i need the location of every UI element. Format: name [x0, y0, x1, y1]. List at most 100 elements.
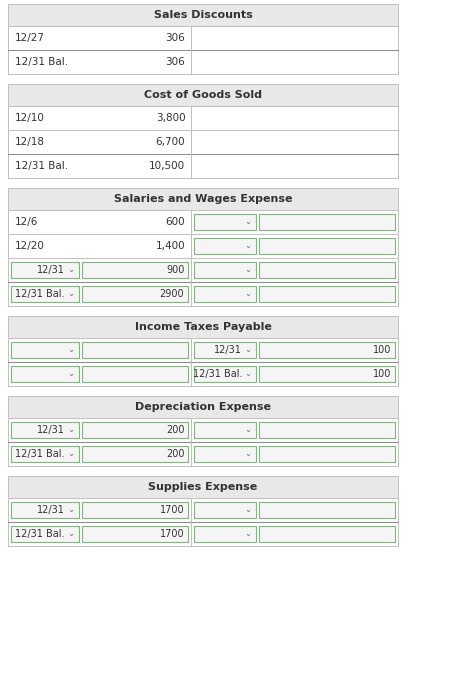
Text: 12/31 Bal.: 12/31 Bal.: [193, 369, 242, 379]
Bar: [8, 418, 398, 466]
Text: Sales Discounts: Sales Discounts: [154, 10, 252, 20]
Bar: [8, 396, 398, 418]
Text: ⌄: ⌄: [244, 290, 251, 299]
Text: ⌄: ⌄: [244, 505, 251, 515]
Text: 306: 306: [165, 33, 185, 43]
Text: ⌄: ⌄: [244, 426, 251, 435]
Text: 12/10: 12/10: [15, 113, 45, 123]
Text: ⌄: ⌄: [67, 290, 74, 299]
Text: 12/31: 12/31: [37, 265, 65, 275]
Bar: [8, 522, 398, 546]
Bar: [8, 316, 398, 338]
Text: 1,400: 1,400: [155, 241, 185, 251]
Text: 12/6: 12/6: [15, 217, 38, 227]
Bar: [11, 286, 79, 302]
Bar: [11, 262, 79, 278]
Text: 100: 100: [373, 345, 391, 355]
Bar: [82, 342, 188, 358]
Text: ⌄: ⌄: [244, 449, 251, 458]
Bar: [82, 422, 188, 438]
Bar: [194, 262, 256, 278]
Bar: [194, 526, 256, 542]
Bar: [259, 422, 395, 438]
Text: 12/20: 12/20: [15, 241, 45, 251]
Text: 6,700: 6,700: [155, 137, 185, 147]
Text: Salaries and Wages Expense: Salaries and Wages Expense: [114, 194, 292, 204]
Text: 12/18: 12/18: [15, 137, 45, 147]
Bar: [259, 502, 395, 518]
Text: 12/31: 12/31: [214, 345, 242, 355]
Text: 900: 900: [166, 265, 184, 275]
Text: 12/27: 12/27: [15, 33, 45, 43]
Bar: [259, 214, 395, 230]
Text: ⌄: ⌄: [67, 505, 74, 515]
Bar: [8, 210, 398, 306]
Bar: [259, 526, 395, 542]
Bar: [194, 214, 256, 230]
Text: 12/31: 12/31: [37, 505, 65, 515]
Text: 200: 200: [166, 425, 184, 435]
Bar: [8, 442, 398, 466]
Text: 200: 200: [166, 449, 184, 459]
Bar: [8, 106, 398, 178]
Text: Income Taxes Payable: Income Taxes Payable: [135, 322, 272, 332]
Text: ⌄: ⌄: [244, 241, 251, 250]
Text: 12/31 Bal.: 12/31 Bal.: [16, 529, 65, 539]
Text: ⌄: ⌄: [67, 265, 74, 275]
Text: ⌄: ⌄: [244, 369, 251, 379]
Text: 12/31 Bal.: 12/31 Bal.: [16, 289, 65, 299]
Text: 100: 100: [373, 369, 391, 379]
Bar: [259, 286, 395, 302]
Text: ⌄: ⌄: [67, 449, 74, 458]
Bar: [8, 154, 398, 178]
Bar: [8, 188, 398, 210]
Bar: [11, 502, 79, 518]
Bar: [8, 84, 398, 106]
Bar: [194, 502, 256, 518]
Text: 12/31 Bal.: 12/31 Bal.: [15, 161, 68, 171]
Bar: [259, 446, 395, 462]
Bar: [8, 4, 398, 26]
Text: 600: 600: [166, 217, 185, 227]
Text: ⌄: ⌄: [244, 345, 251, 354]
Bar: [259, 262, 395, 278]
Bar: [194, 366, 256, 382]
Bar: [194, 422, 256, 438]
Text: 306: 306: [165, 57, 185, 67]
Bar: [82, 502, 188, 518]
Bar: [82, 262, 188, 278]
Bar: [11, 446, 79, 462]
Text: 1700: 1700: [160, 505, 184, 515]
Text: ⌄: ⌄: [244, 265, 251, 275]
Bar: [8, 282, 398, 306]
Bar: [82, 446, 188, 462]
Text: Supplies Expense: Supplies Expense: [148, 482, 258, 492]
Text: ⌄: ⌄: [67, 369, 74, 379]
Text: 3,800: 3,800: [155, 113, 185, 123]
Bar: [259, 342, 395, 358]
Bar: [11, 422, 79, 438]
Bar: [259, 366, 395, 382]
Bar: [8, 50, 398, 74]
Bar: [194, 238, 256, 254]
Text: ⌄: ⌄: [67, 426, 74, 435]
Text: 1700: 1700: [160, 529, 184, 539]
Text: 12/31 Bal.: 12/31 Bal.: [16, 449, 65, 459]
Bar: [11, 366, 79, 382]
Bar: [8, 26, 398, 74]
Bar: [8, 498, 398, 546]
Text: ⌄: ⌄: [67, 530, 74, 539]
Text: ⌄: ⌄: [244, 218, 251, 226]
Bar: [82, 286, 188, 302]
Text: Depreciation Expense: Depreciation Expense: [135, 402, 271, 412]
Bar: [259, 238, 395, 254]
Text: Cost of Goods Sold: Cost of Goods Sold: [144, 90, 262, 100]
Bar: [8, 338, 398, 386]
Bar: [82, 526, 188, 542]
Text: 10,500: 10,500: [149, 161, 185, 171]
Bar: [194, 446, 256, 462]
Bar: [8, 476, 398, 498]
Bar: [8, 362, 398, 386]
Bar: [194, 286, 256, 302]
Bar: [82, 366, 188, 382]
